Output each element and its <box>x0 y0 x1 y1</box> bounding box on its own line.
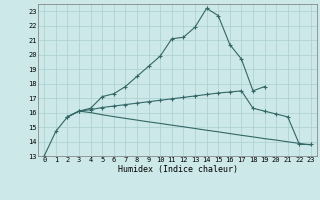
X-axis label: Humidex (Indice chaleur): Humidex (Indice chaleur) <box>118 165 238 174</box>
